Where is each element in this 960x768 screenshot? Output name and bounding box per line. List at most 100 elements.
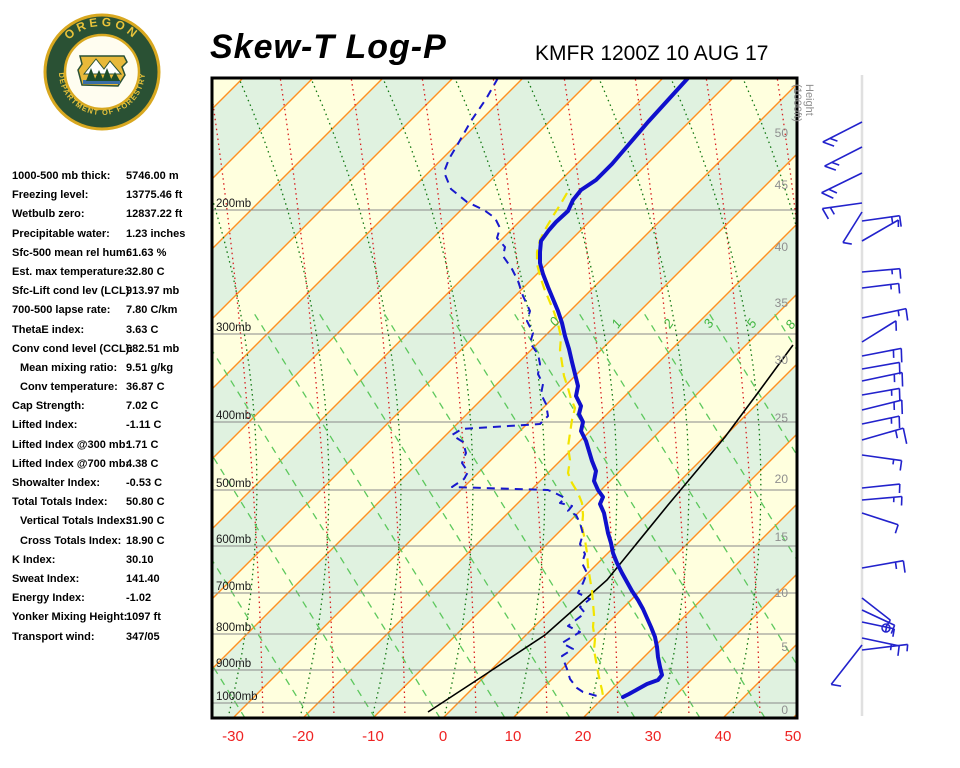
svg-text:20: 20 [575, 728, 592, 745]
stat-row: Transport wind: 347/05 [12, 629, 212, 648]
svg-text:900mb: 900mb [216, 658, 251, 670]
svg-text:5: 5 [781, 640, 788, 654]
wind-barb [861, 483, 901, 494]
stat-value: 30.10 [126, 553, 154, 566]
wind-barb [861, 219, 900, 242]
svg-text:1000mb: 1000mb [216, 691, 258, 703]
stat-label: K Index: [12, 553, 56, 566]
wind-barb [861, 643, 909, 652]
stat-label: Est. max temperature: [12, 265, 128, 278]
stat-value: -1.11 C [126, 419, 162, 432]
svg-text:200mb: 200mb [216, 198, 251, 210]
height-axis-title: Height(1000ft) [791, 84, 815, 122]
stat-label: Lifted Index @300 mb: [12, 438, 130, 451]
wind-barb [861, 347, 903, 363]
stat-value: 913.97 mb [126, 285, 180, 298]
wind-barb [861, 495, 903, 506]
dry-adiabat-lines [212, 78, 797, 718]
stat-row: Showalter Index: -0.53 C [12, 475, 212, 494]
stat-value: 7.80 C/km [126, 304, 178, 317]
svg-text:0: 0 [781, 703, 788, 717]
stat-value: 18.90 C [126, 534, 165, 547]
stat-label: Sfc-Lift cond lev (LCL) [12, 285, 130, 298]
stat-row: Conv temperature: 36.87 C [12, 379, 212, 398]
stat-value: 61.63 % [126, 246, 167, 259]
wind-barb [822, 121, 863, 147]
plot-area [212, 78, 797, 718]
dewpoint-trace [443, 78, 598, 697]
tree-icon [86, 68, 96, 81]
temperature-axis: -30 -20 -10 0 10 20 30 40 50 [222, 728, 801, 745]
stat-label: Transport wind: [12, 630, 95, 643]
stat-label: Vertical Totals Index: [20, 515, 130, 528]
river-icon [83, 80, 120, 84]
wind-barb [824, 146, 863, 171]
svg-text:15: 15 [775, 530, 789, 544]
stat-label: Lifted Index: [12, 419, 78, 432]
stat-value: 13775.46 ft [126, 189, 183, 202]
svg-text:40: 40 [715, 728, 732, 745]
wind-barb [861, 454, 903, 471]
svg-text:45: 45 [775, 178, 789, 192]
station-header: KMFR 1200Z 10 AUG 17 [535, 42, 769, 65]
svg-text:500mb: 500mb [216, 478, 251, 490]
wind-barb [861, 512, 899, 534]
stat-row: Sweat Index: 141.40 [12, 571, 212, 590]
stat-value: 50.80 C [126, 496, 165, 509]
tree-icon [94, 70, 104, 81]
wind-barbs [821, 75, 909, 716]
svg-text:-30: -30 [222, 728, 244, 745]
svg-text:50: 50 [785, 728, 802, 745]
stat-label: Precipitable water: [12, 227, 110, 240]
stat-value: 9.51 g/kg [126, 361, 174, 374]
chart-border [210, 76, 799, 720]
page-title: Skew-T Log-P [210, 28, 447, 66]
svg-text:10: 10 [775, 586, 789, 600]
stat-row: ThetaE index: 3.63 C [12, 322, 212, 341]
stat-value: 7.02 C [126, 400, 159, 413]
stat-value: -1.02 [126, 592, 152, 605]
stat-value: 32.80 C [126, 265, 165, 278]
wind-barb [861, 427, 908, 444]
parcel-trace [427, 344, 794, 713]
stat-label: Cross Totals Index: [20, 534, 122, 547]
wind-barb [830, 644, 863, 687]
stat-value: 1097 ft [126, 611, 161, 624]
svg-text:-10: -10 [362, 728, 384, 745]
odf-logo: OREGON DEPARTMENT OF FORESTRY [42, 12, 162, 137]
stat-value: 141.40 [126, 572, 160, 585]
svg-text:400mb: 400mb [216, 410, 251, 422]
pressure-lines [212, 209, 797, 704]
wind-barb [861, 387, 901, 401]
stat-row: Precipitable water: 1.23 inches [12, 226, 212, 245]
stat-value: 682.51 mb [126, 342, 180, 355]
stat-value: 5746.00 m [126, 170, 179, 182]
stat-label: 700-500 lapse rate: [12, 304, 111, 317]
stat-row: K Index: 30.10 [12, 552, 212, 571]
stat-label: Mean mixing ratio: [20, 361, 118, 374]
svg-text:-20: -20 [292, 728, 314, 745]
isotherm-bands [212, 78, 797, 718]
svg-text:30: 30 [775, 353, 789, 367]
stat-value: 347/05 [126, 630, 160, 643]
wind-barb [861, 415, 901, 429]
stat-value: 31.90 C [126, 515, 165, 528]
moist-adiabat-lines [212, 78, 797, 718]
wind-barb [861, 559, 906, 573]
stat-label: Conv cond level (CCL): [12, 342, 134, 355]
pressure-labels: 200mb 300mb 400mb 500mb 600mb 700mb 800mb 900mb… [216, 198, 258, 703]
stat-label: Total Totals Index: [12, 496, 108, 509]
stat-row: Sfc-Lift cond lev (LCL) 913.97 mb [12, 283, 212, 302]
stat-row: Est. max temperature: 32.80 C [12, 264, 212, 283]
stat-value: 12837.22 ft [126, 208, 183, 221]
tree-icon [102, 68, 112, 81]
svg-text:800mb: 800mb [216, 622, 251, 634]
wind-barb [821, 172, 863, 199]
stat-label: Sweat Index: [12, 572, 80, 585]
stat-label: Yonker Mixing Height: [12, 611, 128, 624]
stat-label: Conv temperature: [20, 381, 118, 394]
wind-barb [861, 399, 904, 415]
svg-text:20: 20 [775, 472, 789, 486]
stat-label: 1000-500 mb thick: [12, 170, 111, 182]
